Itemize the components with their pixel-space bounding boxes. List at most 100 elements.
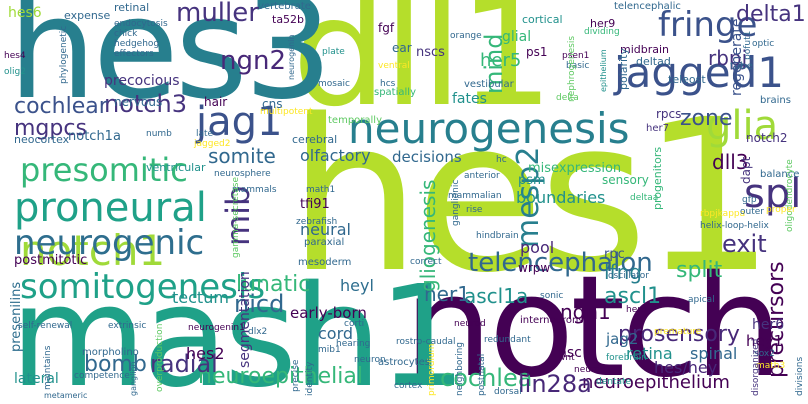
word-neocortex: neocortex: [14, 133, 70, 146]
word-notch2: notch2: [746, 131, 788, 145]
word-optic: optic: [752, 39, 775, 49]
word-mgpcs: mgpcs: [14, 116, 87, 141]
word-hes6: hes6: [8, 5, 42, 21]
word-balance: balance: [760, 169, 800, 180]
word-ngn2: ngn2: [220, 46, 287, 76]
word-plate: plate: [322, 47, 345, 57]
word-precocious: precocious: [104, 73, 180, 89]
word-glial: glial: [502, 29, 532, 45]
word-hey1: hey1: [746, 332, 784, 350]
word-metameric: metameric: [44, 391, 88, 400]
word-gliogenesis: gliogenesis: [416, 179, 440, 292]
word-her9: her9: [590, 17, 616, 30]
word-sensory: sensory: [602, 173, 649, 187]
word-cns: cns: [262, 97, 283, 111]
word-notch1: notch1: [20, 226, 166, 275]
word-neuron: neuron: [354, 355, 386, 365]
word-forebrain: forebrain: [606, 353, 647, 363]
word-ngn1: ngn1: [560, 300, 611, 324]
word-neurosphere: neurosphere: [214, 169, 271, 179]
word-neurogenic: neurogenic: [14, 223, 205, 263]
word-cortical: cortical: [522, 13, 563, 26]
word-neurod: neurod: [454, 319, 486, 329]
word-lunatic: lunatic: [236, 272, 311, 297]
word-expense: expense: [64, 9, 111, 22]
word-lin28a: lin28a: [518, 370, 592, 398]
word-gfp: gfp: [742, 195, 757, 205]
word-nscs: nscs: [416, 45, 445, 60]
word-neuroepithelium: neuroepithelium: [582, 372, 730, 393]
word-hc: hc: [496, 155, 507, 165]
word-wnt: wnt: [558, 353, 575, 363]
word-maintains: maintains: [43, 345, 53, 390]
word-neurog1: neurog1: [574, 365, 612, 375]
word-decisions: decisions: [392, 148, 462, 166]
word-math3: math3: [756, 361, 786, 371]
word-presenilins: presenilins: [9, 281, 24, 352]
word-hindbrain: hindbrain: [476, 231, 519, 241]
word-retina: retina: [626, 344, 673, 363]
word-hes4: hes4: [4, 51, 26, 61]
word-primordium: primordium: [427, 343, 437, 396]
word-anterior: anterior: [464, 171, 500, 181]
word-hcs: hcs: [380, 79, 396, 89]
word-cochlea: cochlea: [440, 364, 533, 392]
word-helix-loop-helix: helix-loop-helix: [700, 221, 769, 231]
word-outer: outer: [740, 207, 764, 217]
word-hes-hey: hes/hey: [654, 358, 718, 377]
word-neighboring: neighboring: [455, 342, 465, 396]
word-zone: zone: [680, 106, 733, 131]
word-glia: glia: [706, 103, 779, 149]
word-deltad: deltad: [636, 55, 671, 68]
word-dentate: dentate: [596, 377, 632, 387]
word-nicd: nicd: [234, 290, 285, 318]
word-morpholino: morpholino: [82, 347, 139, 358]
word-cerebral: cerebral: [292, 133, 338, 146]
word-interneurons: interneurons: [520, 315, 584, 326]
word-heyl: heyl: [340, 276, 374, 295]
word-phylogenetic: phylogenetic: [59, 25, 69, 84]
word-deltaa: deltaa: [630, 193, 659, 203]
word-gamma-secretase: gamma-secretase: [231, 176, 241, 258]
word-ventral: ventral: [378, 61, 410, 71]
word-temporally: temporally: [328, 115, 382, 126]
word-mesoderm: mesoderm: [298, 257, 352, 268]
word-oligodendrocyte: oligodendrocyte: [785, 159, 795, 232]
word-hedgehog: hedgehog: [114, 39, 160, 49]
word-her7: her7: [646, 123, 669, 134]
word-ganglion: ganglion: [129, 361, 138, 396]
word-her6: her6: [752, 317, 785, 333]
word-somitogenesis: somitogenesis: [20, 267, 266, 307]
word-vestibular: vestibular: [464, 79, 514, 90]
word-oscillator: oscillator: [608, 271, 649, 281]
word-cochlear: cochlear: [14, 94, 108, 119]
word-lateral: lateral: [14, 371, 59, 387]
word-lfng: lfng: [604, 260, 642, 284]
word-ventricular: ventricular: [146, 161, 206, 174]
word-mammals: mammals: [232, 185, 277, 195]
word-jag2: jag2: [606, 330, 639, 348]
word-nsc: nsc: [558, 345, 582, 361]
word-sonic: sonic: [540, 291, 564, 301]
word-regenerate: regenerate: [729, 18, 745, 97]
word-numb: numb: [146, 129, 172, 139]
word-bomb: bomb: [84, 352, 147, 377]
word-rbpj: rbpj: [708, 46, 748, 70]
word-telencephalon: telencephalon: [468, 248, 653, 278]
word-olig2: olig2: [4, 67, 26, 77]
word-mib1: mib1: [318, 345, 341, 355]
word-midbrain: midbrain: [620, 43, 670, 56]
word-proneural: proneural: [14, 185, 207, 231]
word-boundaries: boundaries: [516, 188, 606, 207]
word-delta: delta: [556, 93, 579, 103]
word-fgf: fgf: [378, 21, 395, 35]
word-precise: precise: [291, 359, 301, 392]
word-notch: notch: [404, 246, 783, 404]
word-dapt: dapt: [739, 156, 753, 184]
word-dll1: dll1: [292, 0, 554, 140]
word-ta52b: ta52b: [272, 13, 305, 26]
word-tube: tube: [730, 61, 753, 72]
word-pool: pool: [520, 238, 555, 257]
word-hes1: hes1: [288, 74, 775, 319]
word-radial: radial: [150, 350, 218, 378]
